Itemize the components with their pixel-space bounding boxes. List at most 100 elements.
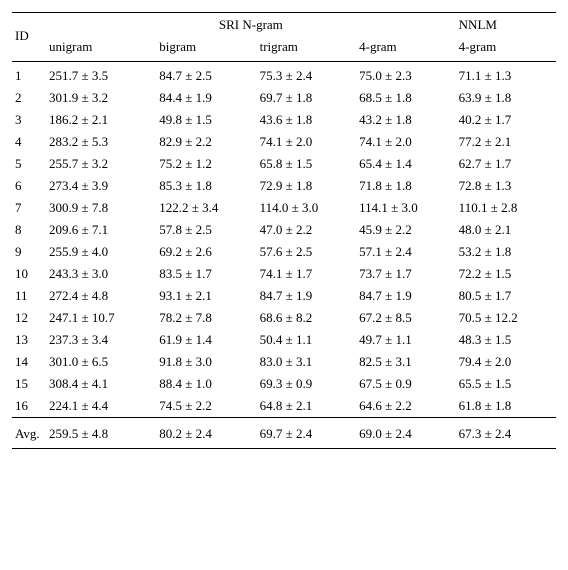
col-nnlm4gram-header: 4-gram [456, 36, 556, 58]
cell-unigram: 209.6 ± 7.1 [46, 219, 156, 241]
cell-bigram: 83.5 ± 1.7 [156, 263, 256, 285]
cell-id: 16 [12, 395, 46, 418]
cell-4gram: 49.7 ± 1.1 [356, 329, 456, 351]
cell-nnlm: 77.2 ± 2.1 [456, 131, 556, 153]
cell-bigram: 122.2 ± 3.4 [156, 197, 256, 219]
cell-id: 11 [12, 285, 46, 307]
col-group-nnlm: NNLM [456, 13, 556, 37]
cell-bigram: 84.4 ± 1.9 [156, 87, 256, 109]
cell-id: 1 [12, 62, 46, 88]
cell-trigram: 64.8 ± 2.1 [257, 395, 357, 418]
table-row: 8209.6 ± 7.157.8 ± 2.547.0 ± 2.245.9 ± 2… [12, 219, 556, 241]
cell-4gram: 43.2 ± 1.8 [356, 109, 456, 131]
cell-trigram: 68.6 ± 8.2 [257, 307, 357, 329]
table-row: 3186.2 ± 2.149.8 ± 1.543.6 ± 1.843.2 ± 1… [12, 109, 556, 131]
cell-unigram: 301.0 ± 6.5 [46, 351, 156, 373]
cell-unigram: 283.2 ± 5.3 [46, 131, 156, 153]
cell-trigram: 47.0 ± 2.2 [257, 219, 357, 241]
cell-unigram: 308.4 ± 4.1 [46, 373, 156, 395]
cell-unigram: 186.2 ± 2.1 [46, 109, 156, 131]
cell-trigram: 43.6 ± 1.8 [257, 109, 357, 131]
cell-bigram: 61.9 ± 1.4 [156, 329, 256, 351]
cell-id: 13 [12, 329, 46, 351]
cell-bigram: 49.8 ± 1.5 [156, 109, 256, 131]
cell-nnlm: 61.8 ± 1.8 [456, 395, 556, 418]
col-id-header: ID [12, 13, 46, 59]
col-group-sri: SRI N-gram [46, 13, 456, 37]
cell-nnlm: 63.9 ± 1.8 [456, 87, 556, 109]
cell-trigram: 74.1 ± 2.0 [257, 131, 357, 153]
table-row: 15308.4 ± 4.188.4 ± 1.069.3 ± 0.967.5 ± … [12, 373, 556, 395]
cell-unigram: 301.9 ± 3.2 [46, 87, 156, 109]
cell-nnlm: 79.4 ± 2.0 [456, 351, 556, 373]
col-unigram-header: unigram [46, 36, 156, 58]
cell-id: 4 [12, 131, 46, 153]
cell-4gram: 84.7 ± 1.9 [356, 285, 456, 307]
table-row: 16224.1 ± 4.474.5 ± 2.264.8 ± 2.164.6 ± … [12, 395, 556, 418]
cell-unigram: 247.1 ± 10.7 [46, 307, 156, 329]
cell-4gram: 73.7 ± 1.7 [356, 263, 456, 285]
cell-id: 9 [12, 241, 46, 263]
cell-bigram: 82.9 ± 2.2 [156, 131, 256, 153]
cell-nnlm: 40.2 ± 1.7 [456, 109, 556, 131]
cell-nnlm: 110.1 ± 2.8 [456, 197, 556, 219]
header-row-2: unigram bigram trigram 4-gram 4-gram [12, 36, 556, 58]
cell-unigram: 255.9 ± 4.0 [46, 241, 156, 263]
cell-unigram: 251.7 ± 3.5 [46, 62, 156, 88]
cell-bigram: 69.2 ± 2.6 [156, 241, 256, 263]
cell-id: 8 [12, 219, 46, 241]
cell-id: 10 [12, 263, 46, 285]
table-row: 6273.4 ± 3.985.3 ± 1.872.9 ± 1.871.8 ± 1… [12, 175, 556, 197]
table-row: 2301.9 ± 3.284.4 ± 1.969.7 ± 1.868.5 ± 1… [12, 87, 556, 109]
avg-bigram: 80.2 ± 2.4 [156, 418, 256, 449]
cell-4gram: 82.5 ± 3.1 [356, 351, 456, 373]
cell-4gram: 57.1 ± 2.4 [356, 241, 456, 263]
cell-4gram: 71.8 ± 1.8 [356, 175, 456, 197]
cell-trigram: 114.0 ± 3.0 [257, 197, 357, 219]
cell-unigram: 224.1 ± 4.4 [46, 395, 156, 418]
cell-bigram: 84.7 ± 2.5 [156, 62, 256, 88]
cell-id: 6 [12, 175, 46, 197]
cell-nnlm: 70.5 ± 12.2 [456, 307, 556, 329]
cell-4gram: 74.1 ± 2.0 [356, 131, 456, 153]
table-row: 1251.7 ± 3.584.7 ± 2.575.3 ± 2.475.0 ± 2… [12, 62, 556, 88]
avg-4gram: 69.0 ± 2.4 [356, 418, 456, 449]
avg-row: Avg. 259.5 ± 4.8 80.2 ± 2.4 69.7 ± 2.4 6… [12, 418, 556, 449]
cell-4gram: 114.1 ± 3.0 [356, 197, 456, 219]
cell-trigram: 75.3 ± 2.4 [257, 62, 357, 88]
table-row: 11272.4 ± 4.893.1 ± 2.184.7 ± 1.984.7 ± … [12, 285, 556, 307]
cell-nnlm: 65.5 ± 1.5 [456, 373, 556, 395]
cell-id: 12 [12, 307, 46, 329]
table-body: 1251.7 ± 3.584.7 ± 2.575.3 ± 2.475.0 ± 2… [12, 62, 556, 418]
cell-trigram: 65.8 ± 1.5 [257, 153, 357, 175]
col-trigram-header: trigram [257, 36, 357, 58]
cell-id: 7 [12, 197, 46, 219]
table-row: 14301.0 ± 6.591.8 ± 3.083.0 ± 3.182.5 ± … [12, 351, 556, 373]
cell-id: 5 [12, 153, 46, 175]
cell-nnlm: 48.0 ± 2.1 [456, 219, 556, 241]
cell-nnlm: 72.2 ± 1.5 [456, 263, 556, 285]
table-row: 12247.1 ± 10.778.2 ± 7.868.6 ± 8.267.2 ±… [12, 307, 556, 329]
cell-trigram: 74.1 ± 1.7 [257, 263, 357, 285]
cell-unigram: 273.4 ± 3.9 [46, 175, 156, 197]
table-row: 9255.9 ± 4.069.2 ± 2.657.6 ± 2.557.1 ± 2… [12, 241, 556, 263]
cell-trigram: 83.0 ± 3.1 [257, 351, 357, 373]
cell-nnlm: 71.1 ± 1.3 [456, 62, 556, 88]
cell-bigram: 85.3 ± 1.8 [156, 175, 256, 197]
table-row: 4283.2 ± 5.382.9 ± 2.274.1 ± 2.074.1 ± 2… [12, 131, 556, 153]
cell-4gram: 67.2 ± 8.5 [356, 307, 456, 329]
header-row-1: ID SRI N-gram NNLM [12, 13, 556, 37]
cell-id: 2 [12, 87, 46, 109]
avg-trigram: 69.7 ± 2.4 [257, 418, 357, 449]
cell-unigram: 237.3 ± 3.4 [46, 329, 156, 351]
cell-bigram: 75.2 ± 1.2 [156, 153, 256, 175]
cell-unigram: 300.9 ± 7.8 [46, 197, 156, 219]
cell-unigram: 255.7 ± 3.2 [46, 153, 156, 175]
col-4gram-header: 4-gram [356, 36, 456, 58]
cell-trigram: 84.7 ± 1.9 [257, 285, 357, 307]
table-row: 5255.7 ± 3.275.2 ± 1.265.8 ± 1.565.4 ± 1… [12, 153, 556, 175]
cell-4gram: 67.5 ± 0.9 [356, 373, 456, 395]
cell-4gram: 64.6 ± 2.2 [356, 395, 456, 418]
cell-bigram: 57.8 ± 2.5 [156, 219, 256, 241]
cell-id: 15 [12, 373, 46, 395]
